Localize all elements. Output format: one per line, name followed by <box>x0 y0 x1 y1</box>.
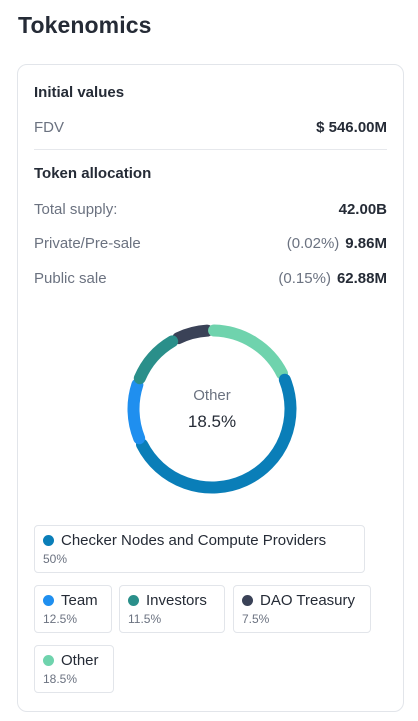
donut-slice-team[interactable] <box>127 378 146 445</box>
legend-dot <box>43 655 54 666</box>
legend-dot <box>242 595 253 606</box>
legend-name: Other <box>61 652 99 669</box>
public-sale-label: Public sale <box>34 270 107 287</box>
public-sale-pct: (0.15%) <box>278 270 331 287</box>
legend-pct: 7.5% <box>242 612 270 626</box>
legend-pct: 50% <box>43 552 68 566</box>
legend-name: Investors <box>146 592 207 609</box>
legend-name: Team <box>61 592 98 609</box>
donut-slice-checker-nodes[interactable] <box>135 373 297 494</box>
public-sale-amount: 62.88M <box>336 270 387 287</box>
legend-item-other[interactable]: Other 18.5% <box>34 645 114 693</box>
private-presale-label: Private/Pre-sale <box>34 235 141 252</box>
total-supply-amount: 42.00B <box>338 201 387 218</box>
legend-pct: 18.5% <box>43 672 78 686</box>
legend-name: DAO Treasury <box>260 592 356 609</box>
private-presale-amount: 9.86M <box>345 235 387 252</box>
donut-slice-other[interactable] <box>208 324 289 380</box>
total-supply-label: Total supply: <box>34 201 118 218</box>
donut-slice-investors[interactable] <box>133 335 179 385</box>
token-allocation-title: Token allocation <box>34 165 152 182</box>
tokenomics-card: Initial values FDV $ 546.00M Token alloc… <box>17 64 404 712</box>
legend-item-team[interactable]: Team 12.5% <box>34 585 112 633</box>
section-divider <box>34 149 387 150</box>
donut-slice-dao-treasury[interactable] <box>172 324 214 345</box>
fdv-value: $ 546.00M <box>316 119 387 136</box>
legend-name: Checker Nodes and Compute Providers <box>61 532 327 549</box>
legend-dot <box>128 595 139 606</box>
page-title: Tokenomics <box>18 12 152 38</box>
legend-pct: 11.5% <box>128 612 162 626</box>
total-supply-value: 42.00B <box>339 201 387 218</box>
legend-pct: 12.5% <box>43 612 78 626</box>
legend-dot <box>43 595 54 606</box>
fdv-label: FDV <box>34 119 64 136</box>
public-sale-value: (0.15%) 62.88M <box>278 270 387 287</box>
legend-item-dao-treasury[interactable]: DAO Treasury 7.5% <box>233 585 371 633</box>
private-presale-pct: (0.02%) <box>286 235 340 252</box>
donut-center-value: 18.5% <box>187 412 237 431</box>
legend-item-investors[interactable]: Investors 11.5% <box>119 585 225 633</box>
initial-values-title: Initial values <box>34 84 125 101</box>
allocation-donut-chart[interactable] <box>125 322 299 496</box>
legend-dot <box>43 535 54 546</box>
donut-center-label: Other <box>193 387 231 404</box>
private-presale-value: (0.02%) 9.86M <box>287 235 387 252</box>
legend-item-checker-nodes[interactable]: Checker Nodes and Compute Providers 50% <box>34 525 365 573</box>
